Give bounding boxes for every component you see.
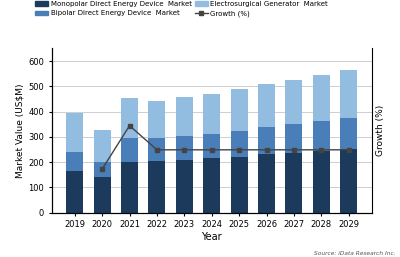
Bar: [258, 127, 275, 154]
Bar: [258, 154, 275, 213]
Bar: [66, 152, 83, 171]
Bar: [121, 138, 138, 162]
Bar: [286, 153, 302, 213]
Bar: [121, 162, 138, 213]
Bar: [340, 70, 357, 118]
Bar: [176, 160, 193, 213]
Bar: [340, 149, 357, 213]
Bar: [313, 76, 330, 121]
Bar: [286, 80, 302, 124]
Bar: [286, 124, 302, 153]
Bar: [94, 177, 111, 213]
Bar: [94, 130, 111, 162]
Bar: [148, 138, 166, 161]
Bar: [148, 161, 166, 213]
Bar: [176, 136, 193, 160]
Text: Source: iData Research Inc.: Source: iData Research Inc.: [314, 251, 396, 256]
Bar: [203, 134, 220, 158]
Bar: [340, 118, 357, 149]
Bar: [66, 113, 83, 152]
Bar: [231, 131, 248, 157]
Bar: [231, 89, 248, 131]
Bar: [94, 162, 111, 177]
Bar: [203, 94, 220, 134]
Bar: [176, 97, 193, 136]
Bar: [313, 151, 330, 213]
Y-axis label: Growth (%): Growth (%): [376, 105, 385, 156]
X-axis label: Year: Year: [202, 232, 222, 242]
Bar: [148, 101, 166, 138]
Y-axis label: Market Value (US$M): Market Value (US$M): [15, 83, 24, 178]
Bar: [66, 171, 83, 213]
Bar: [313, 121, 330, 151]
Bar: [121, 98, 138, 138]
Legend: Monopolar Direct Energy Device  Market, Bipolar Direct Energy Device  Market, El: Monopolar Direct Energy Device Market, B…: [36, 1, 328, 17]
Bar: [258, 84, 275, 127]
Bar: [203, 158, 220, 213]
Bar: [231, 157, 248, 213]
